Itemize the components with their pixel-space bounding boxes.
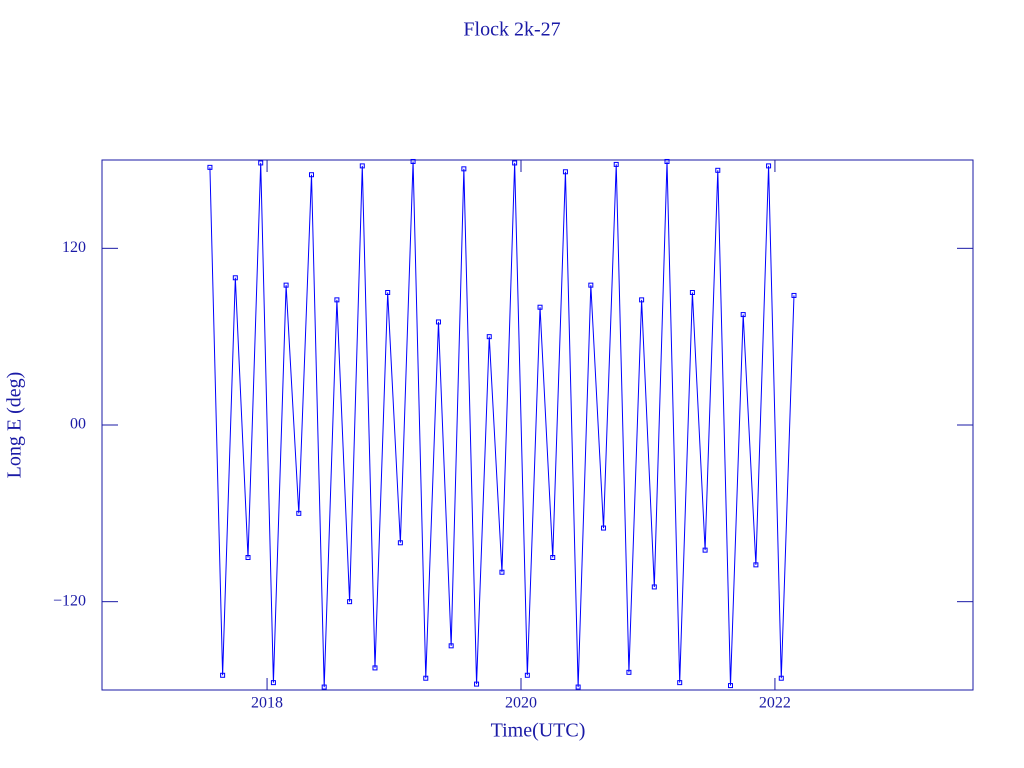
data-point: [524, 672, 530, 678]
data-point: [372, 665, 378, 671]
data-point: [715, 167, 721, 173]
data-point: [651, 584, 657, 590]
data-point: [702, 547, 708, 553]
data-point: [334, 297, 340, 303]
data-point: [347, 599, 353, 605]
data-point: [613, 161, 619, 167]
data-point: [410, 158, 416, 164]
data-point: [308, 172, 314, 178]
y-tick-label: 120: [62, 239, 86, 256]
data-point: [601, 525, 607, 531]
data-point: [296, 510, 302, 516]
data-point: [220, 672, 226, 678]
data-point: [766, 163, 772, 169]
data-point: [245, 555, 251, 560]
data-point: [626, 669, 632, 675]
data-point: [689, 290, 695, 295]
plot-frame: [101, 159, 974, 691]
data-point: [575, 684, 581, 690]
data-point: [588, 282, 594, 288]
data-point: [423, 675, 429, 681]
data-point: [677, 680, 683, 686]
data-point: [562, 169, 568, 175]
x-tick-label: 2020: [505, 695, 537, 712]
data-point: [537, 304, 543, 310]
x-axis-label: Time(UTC): [491, 720, 586, 742]
data-point: [550, 555, 556, 560]
data-point: [461, 166, 467, 172]
data-point: [232, 275, 238, 281]
data-point: [753, 562, 759, 568]
data-point: [435, 319, 441, 325]
data-point: [474, 681, 480, 687]
data-point: [791, 292, 797, 298]
x-tick-label: 2022: [759, 695, 791, 712]
data-point: [512, 160, 518, 166]
data-point: [778, 675, 784, 681]
data-point: [359, 163, 365, 169]
data-point: [258, 160, 264, 166]
y-tick-label: −120: [53, 592, 86, 609]
chart-title: Flock 2k-27: [463, 19, 560, 41]
data-line: [209, 161, 795, 688]
data-point: [283, 282, 289, 288]
data-point: [448, 643, 454, 649]
data-point: [397, 540, 403, 546]
data-point: [727, 683, 733, 689]
data-point: [321, 684, 327, 690]
data-point: [639, 297, 645, 303]
data-point: [499, 569, 505, 575]
y-tick-label: 00: [70, 416, 86, 433]
data-point: [486, 334, 492, 340]
x-tick-label: 2018: [251, 695, 283, 712]
data-point: [740, 312, 746, 318]
y-axis-label: Long E (deg): [4, 372, 26, 479]
data-point: [207, 164, 213, 170]
data-point: [385, 290, 391, 295]
data-point: [270, 680, 276, 686]
data-point: [664, 158, 670, 164]
